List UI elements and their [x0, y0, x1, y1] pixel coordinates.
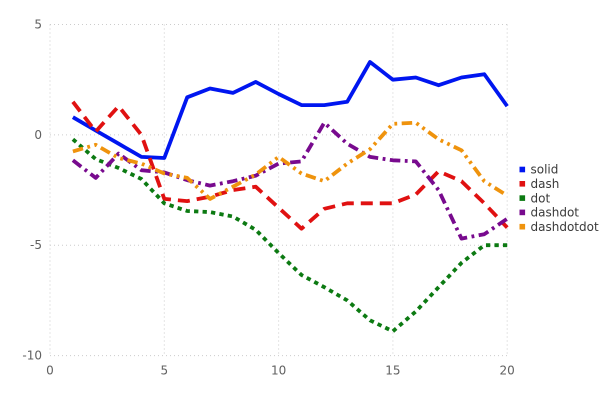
series-lines [71, 60, 509, 334]
legend-label-dot: dot [531, 191, 551, 205]
y-tick-label: -5 [30, 238, 42, 252]
legend-swatch-dashdot [519, 209, 526, 216]
series-line-dashdotdot [72, 120, 509, 201]
legend-swatch-dash [519, 181, 526, 187]
series-line-solid [71, 60, 509, 160]
x-tick-label: 20 [500, 364, 515, 378]
legend-swatch-dashdotdot [519, 223, 526, 230]
legend-swatch-solid [519, 166, 526, 173]
y-tick-label: -10 [22, 349, 42, 363]
legend-label-dashdot: dashdot [531, 206, 580, 220]
x-tick-label: 5 [160, 364, 168, 378]
legend-label-dash: dash [531, 177, 560, 191]
x-tick-label: 15 [385, 364, 400, 378]
x-tick-label: 0 [46, 364, 54, 378]
legend-label-dashdotdot: dashdotdot [531, 220, 599, 234]
series-line-dashdot [71, 120, 509, 241]
series-line-dot [71, 137, 508, 334]
y-tick-label: 5 [34, 18, 42, 32]
legend-swatch-dot [519, 195, 526, 201]
axis-tick-labels: 0 5 10 15 20 5 0 -5 -10 [22, 18, 514, 378]
y-tick-label: 0 [34, 128, 42, 142]
gridlines [49, 24, 508, 357]
legend-label-solid: solid [531, 163, 559, 177]
series-line-dash [71, 100, 509, 231]
x-tick-label: 10 [271, 364, 286, 378]
